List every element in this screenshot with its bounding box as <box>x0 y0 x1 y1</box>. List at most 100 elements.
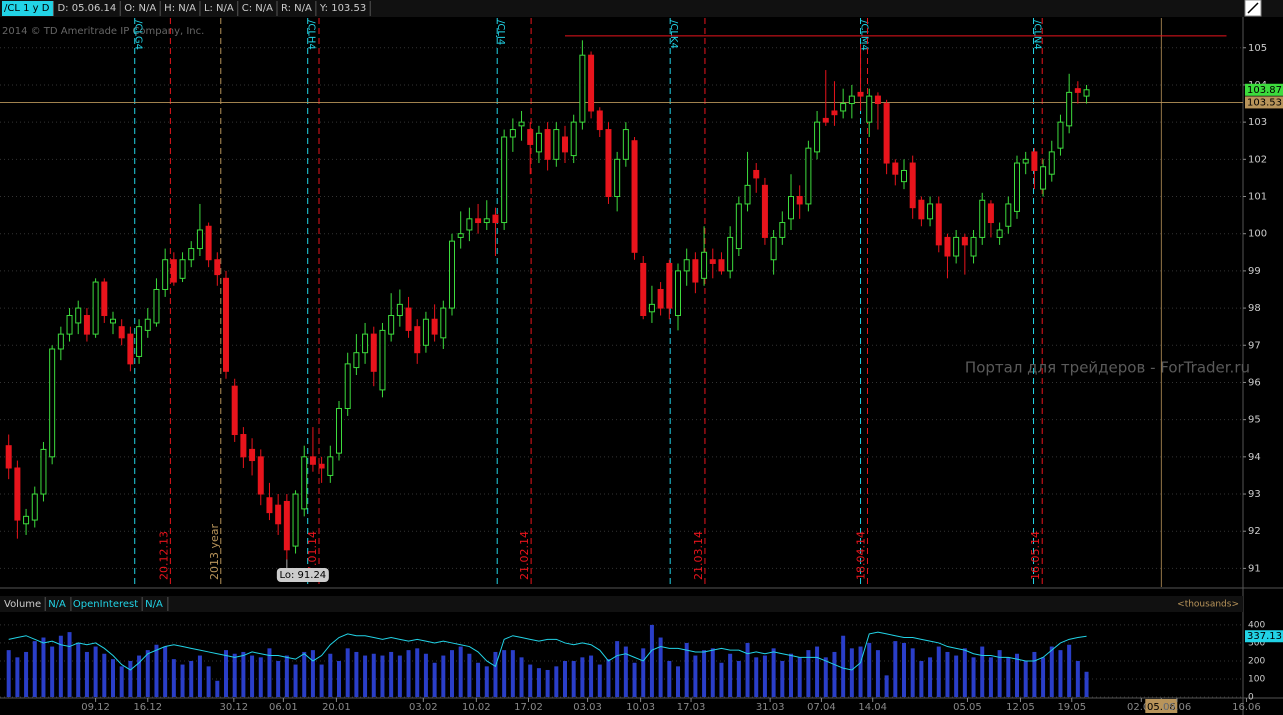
candle-body <box>666 262 673 309</box>
y-tick-label: 101 <box>1248 192 1267 203</box>
candle-body <box>144 318 151 331</box>
candle-body <box>848 95 855 105</box>
candle-body <box>1005 203 1012 227</box>
volume-bar <box>719 662 724 697</box>
x-tick-label: 05.05 <box>953 702 982 713</box>
volume-bar <box>736 660 741 697</box>
candle-body <box>301 456 308 510</box>
open-interest-box <box>1245 630 1283 643</box>
y-tick-label: 100 <box>1248 229 1267 240</box>
candle-body <box>275 504 282 525</box>
volume-bar <box>867 642 872 697</box>
y-tick-label: 102 <box>1248 154 1267 165</box>
volume-bar <box>276 660 281 697</box>
candle-body <box>753 169 760 179</box>
y-tick-label: 98 <box>1248 303 1261 314</box>
volume-bar <box>615 641 620 697</box>
x-tick-label: 10.02 <box>462 702 491 713</box>
candle-body <box>127 333 134 365</box>
volume-bar <box>476 662 481 697</box>
volume-bar <box>241 651 246 697</box>
candle-body <box>283 500 290 551</box>
volume-bar <box>754 657 759 697</box>
candle-body <box>779 222 786 238</box>
candle-body <box>631 140 638 253</box>
x-tick-label: 06.01 <box>269 702 298 713</box>
volume-bar <box>545 669 550 697</box>
volume-bar <box>632 662 637 697</box>
volume-bar <box>197 655 202 697</box>
low-label: Lo: 91.24 <box>279 570 326 581</box>
volume-bar <box>789 653 793 697</box>
header-field: O: N/A <box>124 3 156 14</box>
date-label: 20.12.13 <box>157 531 170 580</box>
volume-bar <box>849 648 854 697</box>
date-label: 16.05.14 <box>1029 531 1042 580</box>
volume-bar <box>423 653 428 697</box>
candle-body <box>596 110 603 131</box>
y-tick-label: 91 <box>1248 563 1261 574</box>
candle-body <box>979 199 986 238</box>
candle-body <box>987 203 994 224</box>
volume-bar <box>1084 671 1089 697</box>
volume-bar <box>41 637 46 697</box>
watermark: Портал для трейдеров - ForTrader.ru <box>965 359 1250 377</box>
candle-body <box>761 184 768 238</box>
volume-bar <box>484 666 489 697</box>
x-tick-label: 31.03 <box>756 702 785 713</box>
volume-bar <box>406 650 411 697</box>
legend-name: Volume <box>4 599 41 610</box>
header-field: D: 05.06.14 <box>57 3 116 14</box>
candle-body <box>257 456 264 495</box>
volume-bar <box>832 651 837 697</box>
candle-body <box>388 315 395 335</box>
candle-body <box>622 129 629 160</box>
volume-bar <box>415 648 420 697</box>
candle-body <box>648 303 655 313</box>
candle-body <box>1031 151 1038 171</box>
volume-bar <box>432 662 437 697</box>
contract-label: /CLJ4 <box>495 20 506 45</box>
volume-bar <box>267 648 272 697</box>
legend-name: OpenInterest <box>73 599 138 610</box>
volume-bar <box>1049 646 1054 697</box>
candle-body <box>1040 166 1047 190</box>
candle-body <box>770 236 777 261</box>
volume-bar <box>936 646 941 697</box>
candle-body <box>266 497 273 514</box>
volume-bar <box>137 655 142 697</box>
candle-body <box>588 54 595 112</box>
candle-body <box>727 236 734 272</box>
volume-bar <box>250 655 255 697</box>
x-tick-label: 16.06 <box>1232 702 1261 713</box>
unit-label: <thousands> <box>1177 600 1239 610</box>
candle-body <box>449 240 455 309</box>
low-label-bg <box>276 568 329 582</box>
candle-body <box>362 333 369 354</box>
volume-bar <box>771 648 776 697</box>
date-label: 21.02.14 <box>518 531 531 580</box>
volume-bar <box>206 666 211 697</box>
volume-bar <box>293 664 298 697</box>
volume-bar <box>102 653 107 697</box>
x-tick-label: 14.04 <box>858 702 887 713</box>
candle-body <box>1066 91 1073 127</box>
candle-body <box>344 363 351 409</box>
x-tick-label: 19.05 <box>1057 702 1086 713</box>
y-tick-label: 400 <box>1248 620 1265 630</box>
volume-bar <box>397 655 402 697</box>
volume-bar <box>441 655 446 697</box>
candle-body <box>614 158 621 198</box>
volume-bar <box>67 632 72 697</box>
candle-body <box>718 259 725 272</box>
volume-bar <box>319 664 324 697</box>
volume-bar <box>563 660 567 697</box>
volume-bar <box>1023 660 1028 697</box>
candle-body <box>640 262 647 317</box>
volume-bar <box>502 650 507 697</box>
header-field: Y: 103.53 <box>319 3 366 14</box>
volume-bar <box>980 646 985 697</box>
volume-bar <box>50 646 55 697</box>
open-interest-label: 337.13 <box>1247 631 1282 642</box>
